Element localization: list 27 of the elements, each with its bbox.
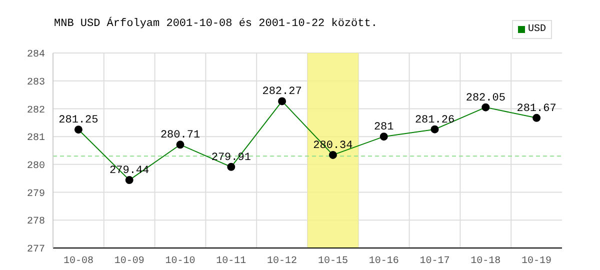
data-label: 282.27 — [262, 86, 302, 98]
y-tick-label: 278 — [26, 216, 45, 228]
x-tick-label: 10-09 — [114, 256, 144, 268]
y-tick-label: 283 — [26, 77, 45, 88]
data-label: 282.05 — [466, 92, 506, 104]
x-tick-label: 10-18 — [470, 256, 501, 268]
y-tick-label: 282 — [26, 105, 45, 116]
data-label: 281.25 — [58, 114, 98, 127]
y-tick-label: 280 — [26, 160, 45, 172]
x-tick-label: 10-15 — [318, 256, 348, 268]
data-label: 280.71 — [160, 130, 200, 142]
y-tick-label: 277 — [26, 244, 45, 256]
x-tick-label: 10-11 — [216, 256, 246, 268]
data-label: 281 — [374, 122, 394, 134]
y-tick-label: 284 — [26, 50, 45, 61]
x-tick-label: 10-16 — [368, 256, 399, 268]
data-label: 281.67 — [516, 102, 556, 115]
x-tick-label: 10-08 — [63, 256, 94, 268]
data-label: 281.26 — [414, 114, 455, 126]
x-tick-label: 10-17 — [420, 256, 450, 268]
y-tick-label: 281 — [26, 133, 45, 144]
legend-label: USD — [526, 24, 546, 35]
chart-title: MNB USD Árfolyam 2001-10-08 és 2001-10-22 között. — [54, 18, 378, 30]
y-tick-label: 279 — [26, 188, 45, 200]
x-tick-label: 10-19 — [522, 256, 552, 268]
x-tick-label: 10-12 — [267, 256, 298, 268]
x-tick-label: 10-10 — [165, 256, 196, 268]
